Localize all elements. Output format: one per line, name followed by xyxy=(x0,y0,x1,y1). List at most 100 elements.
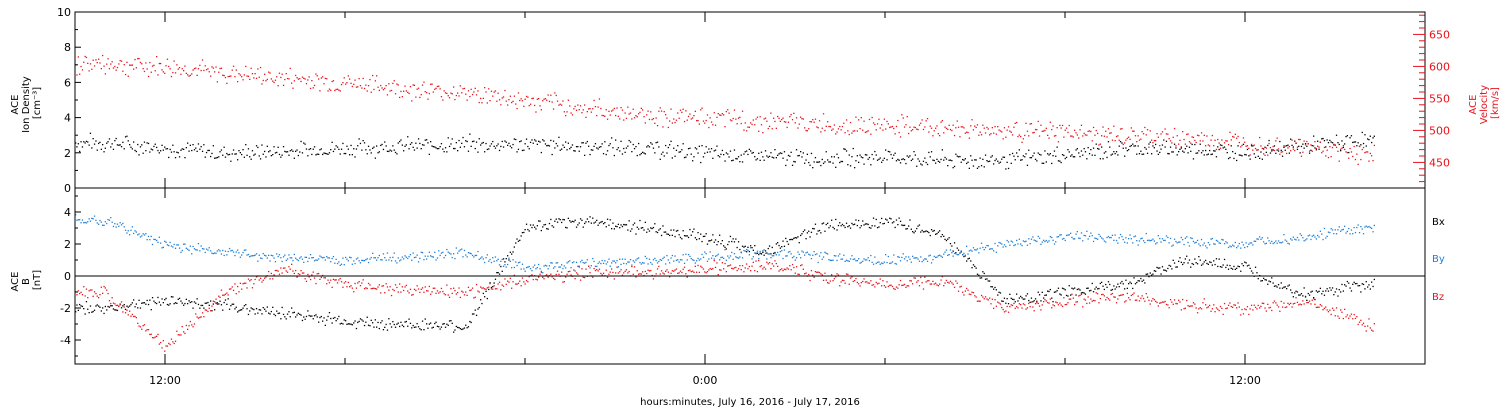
data-point-density xyxy=(463,146,466,148)
data-point-velocity xyxy=(1230,139,1232,141)
data-point-density xyxy=(1011,152,1014,155)
data-point-density xyxy=(720,153,722,155)
data-point-bz xyxy=(459,296,461,299)
data-point-bz xyxy=(967,289,969,291)
data-point-bx xyxy=(432,326,434,328)
data-point-velocity xyxy=(1102,126,1104,128)
data-point-velocity xyxy=(963,127,965,129)
data-point-bx xyxy=(540,229,542,232)
data-point-density xyxy=(1288,152,1290,154)
data-point-bz xyxy=(854,279,856,282)
data-point-bx xyxy=(1345,285,1347,287)
data-point-bz xyxy=(894,288,896,290)
data-point-by xyxy=(1346,230,1348,233)
data-point-density xyxy=(793,160,795,163)
data-point-density xyxy=(982,158,984,160)
data-point-bx xyxy=(1117,283,1119,285)
data-point-bz xyxy=(717,274,719,276)
data-point-bx xyxy=(1271,277,1273,279)
data-point-bx xyxy=(428,323,430,325)
data-point-density xyxy=(1145,148,1147,150)
data-point-bz xyxy=(822,279,825,281)
data-point-by xyxy=(1191,237,1193,240)
data-point-by xyxy=(151,243,154,246)
data-point-bx xyxy=(1364,288,1366,290)
data-point-by xyxy=(987,245,989,247)
data-point-velocity xyxy=(697,120,699,122)
data-point-bz xyxy=(501,284,503,286)
data-point-bx xyxy=(172,296,174,298)
data-point-bx xyxy=(1280,282,1282,284)
data-point-by xyxy=(403,258,405,260)
data-point-density xyxy=(304,143,306,145)
data-point-bz xyxy=(906,285,908,287)
data-point-bx xyxy=(488,288,490,291)
data-point-velocity xyxy=(750,122,752,124)
data-point-density xyxy=(550,139,552,142)
data-point-velocity xyxy=(1003,127,1006,129)
data-point-velocity xyxy=(1238,141,1240,144)
data-point-by xyxy=(1021,244,1023,247)
data-point-bz xyxy=(1063,297,1065,299)
data-point-by xyxy=(1025,240,1027,242)
data-point-bz xyxy=(421,287,424,289)
data-point-velocity xyxy=(477,90,479,92)
data-point-by xyxy=(407,257,409,260)
data-point-bz xyxy=(388,289,390,291)
data-point-density xyxy=(1016,152,1018,154)
data-point-bz xyxy=(667,271,669,273)
data-point-by xyxy=(964,254,966,256)
data-point-bx xyxy=(669,234,671,237)
data-point-bx xyxy=(498,273,501,275)
data-point-bx xyxy=(1144,282,1146,284)
data-point-density xyxy=(1061,154,1064,156)
data-point-bx xyxy=(489,282,491,284)
data-point-density xyxy=(280,156,282,158)
data-point-density xyxy=(660,153,663,155)
data-point-density xyxy=(151,149,154,151)
data-point-bz xyxy=(1172,303,1174,305)
data-point-density xyxy=(1157,153,1159,155)
data-point-bz xyxy=(609,271,611,273)
data-point-by xyxy=(1001,243,1003,245)
data-point-bz xyxy=(390,294,393,297)
data-point-by xyxy=(604,260,606,262)
data-point-density xyxy=(411,142,413,144)
data-point-velocity xyxy=(403,90,405,92)
data-point-bx xyxy=(833,228,835,230)
data-point-bz xyxy=(377,286,379,288)
data-point-bx xyxy=(98,305,100,307)
data-point-by xyxy=(798,253,800,255)
data-point-bx xyxy=(1067,295,1069,297)
data-point-density xyxy=(320,148,322,150)
data-point-bz xyxy=(1047,301,1049,304)
data-point-density xyxy=(579,146,582,148)
data-point-by xyxy=(1325,237,1327,239)
data-point-bx xyxy=(1321,293,1323,295)
data-point-bx xyxy=(1361,283,1363,285)
data-point-bx xyxy=(137,307,139,309)
data-point-density xyxy=(1124,155,1126,157)
data-point-bx xyxy=(505,258,507,260)
data-point-velocity xyxy=(1273,149,1276,152)
data-point-by xyxy=(480,257,482,259)
data-point-bx xyxy=(556,221,559,223)
data-point-bx xyxy=(1373,278,1375,281)
data-point-bx xyxy=(389,323,391,325)
data-point-bz xyxy=(1129,299,1131,301)
data-point-bz xyxy=(300,270,302,272)
data-point-velocity xyxy=(573,108,575,110)
data-point-density xyxy=(342,142,344,145)
data-point-density xyxy=(590,149,592,151)
data-point-by xyxy=(349,256,351,258)
data-point-by xyxy=(957,254,960,256)
data-point-density xyxy=(149,151,151,153)
data-point-velocity xyxy=(902,117,904,119)
data-point-bx xyxy=(654,223,656,225)
data-point-velocity xyxy=(737,117,740,119)
data-point-bz xyxy=(532,278,534,281)
data-point-velocity xyxy=(1086,134,1088,136)
data-point-by xyxy=(1053,243,1056,245)
data-point-density xyxy=(878,158,880,160)
data-point-by xyxy=(1183,243,1185,246)
